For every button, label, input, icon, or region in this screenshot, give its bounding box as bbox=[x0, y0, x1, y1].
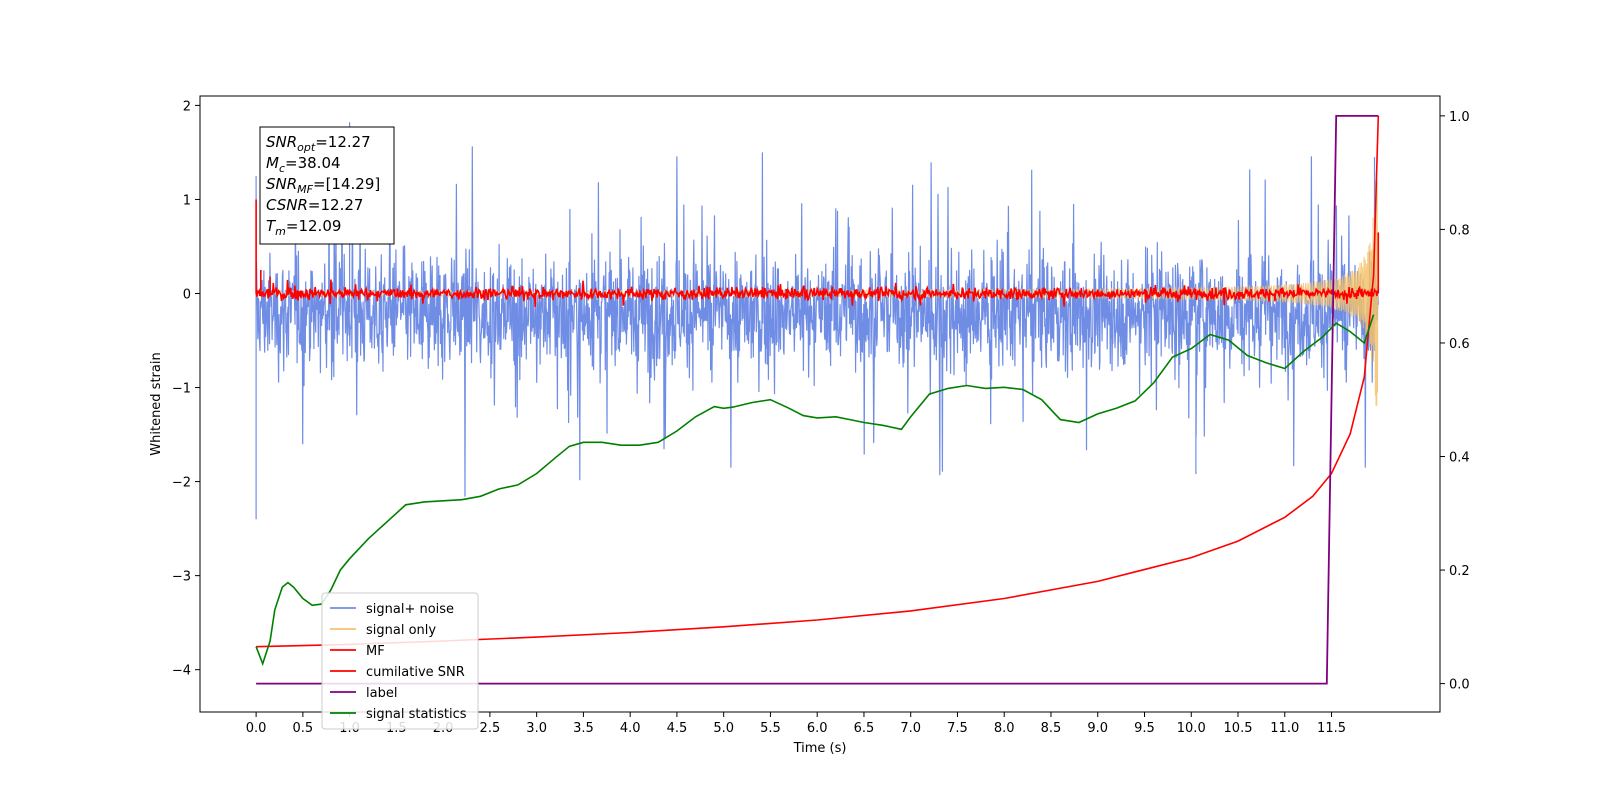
plot-area bbox=[255, 115, 1380, 685]
x-tick-label: 8.5 bbox=[1041, 721, 1062, 736]
annotation-frame bbox=[259, 126, 395, 245]
x-tick-label: 6.5 bbox=[854, 721, 875, 736]
x-tick-label: 8.0 bbox=[994, 721, 1015, 736]
legend-frame bbox=[321, 592, 479, 730]
y-right-tick-label: 0.0 bbox=[1449, 678, 1470, 693]
x-tick-label: 7.5 bbox=[947, 721, 968, 736]
legend-entry: signal+ noise bbox=[366, 602, 454, 617]
annotation-line: Mc=38.04 bbox=[266, 154, 341, 175]
y-tick-label: 2 bbox=[183, 99, 191, 114]
annotation-line: CSNR=12.27 bbox=[266, 196, 363, 214]
x-tick-label: 11.5 bbox=[1317, 721, 1346, 736]
y-tick-label: 0 bbox=[183, 287, 191, 302]
annotation-box: SNRopt=12.27Mc=38.04SNRMF=[14.29]CSNR=12… bbox=[259, 126, 395, 245]
x-tick-label: 10.0 bbox=[1177, 721, 1206, 736]
legend-entry: cumilative SNR bbox=[366, 665, 465, 680]
x-tick-label: 9.0 bbox=[1087, 721, 1108, 736]
x-tick-label: 4.5 bbox=[667, 721, 688, 736]
annotation-line: SNRMF=[14.29] bbox=[266, 175, 380, 196]
x-tick-label: 2.5 bbox=[480, 721, 501, 736]
y-axis-label: Whitened strain bbox=[149, 352, 164, 455]
y-tick-label: −3 bbox=[172, 570, 191, 585]
x-tick-label: 0.5 bbox=[293, 721, 314, 736]
x-tick-label: 5.0 bbox=[713, 721, 734, 736]
legend-entry: signal only bbox=[366, 623, 436, 638]
y-right-tick-label: 1.0 bbox=[1449, 110, 1470, 125]
x-tick-label: 6.0 bbox=[807, 721, 828, 736]
x-tick-label: 3.0 bbox=[526, 721, 547, 736]
x-tick-label: 4.0 bbox=[620, 721, 641, 736]
x-tick-label: 7.0 bbox=[900, 721, 921, 736]
legend-entry: signal statistics bbox=[366, 707, 467, 722]
x-tick-label: 11.0 bbox=[1270, 721, 1299, 736]
series-layer bbox=[255, 115, 1380, 685]
annotation-line: Tm=12.09 bbox=[266, 217, 341, 238]
x-tick-label: 10.5 bbox=[1224, 721, 1253, 736]
series-label bbox=[256, 115, 1379, 685]
y-tick-label: −4 bbox=[172, 664, 191, 679]
y-tick-label: 1 bbox=[183, 193, 191, 208]
x-axis-label: Time (s) bbox=[793, 741, 847, 756]
annotation-line: SNRopt=12.27 bbox=[266, 133, 371, 154]
y-right-tick-label: 0.4 bbox=[1449, 451, 1470, 466]
y-axis-left: 2 1 0 −1 −2 −3 −4 bbox=[172, 99, 200, 679]
series-mf bbox=[255, 199, 1380, 307]
x-tick-label: 0.0 bbox=[246, 721, 267, 736]
series-cumulative-snr bbox=[256, 115, 1380, 648]
y-right-tick-label: 0.6 bbox=[1449, 337, 1470, 352]
y-right-tick-label: 0.2 bbox=[1449, 564, 1470, 579]
legend-entry: label bbox=[366, 686, 397, 701]
plot-frame bbox=[199, 95, 1441, 713]
y-tick-label: −1 bbox=[172, 382, 191, 397]
series-signal-statistics bbox=[255, 314, 1375, 667]
legend: signal+ noise signal only MF cumilative SNR… bbox=[321, 592, 479, 730]
x-tick-label: 5.5 bbox=[760, 721, 781, 736]
legend-entry: MF bbox=[366, 644, 385, 659]
y-axis-right: 1.0 0.8 0.6 0.4 0.2 0.0 bbox=[1440, 110, 1470, 693]
y-right-tick-label: 0.8 bbox=[1449, 223, 1470, 238]
x-tick-label: 9.5 bbox=[1134, 721, 1155, 736]
y-tick-label: −2 bbox=[172, 476, 191, 491]
x-tick-label: 3.5 bbox=[573, 721, 594, 736]
